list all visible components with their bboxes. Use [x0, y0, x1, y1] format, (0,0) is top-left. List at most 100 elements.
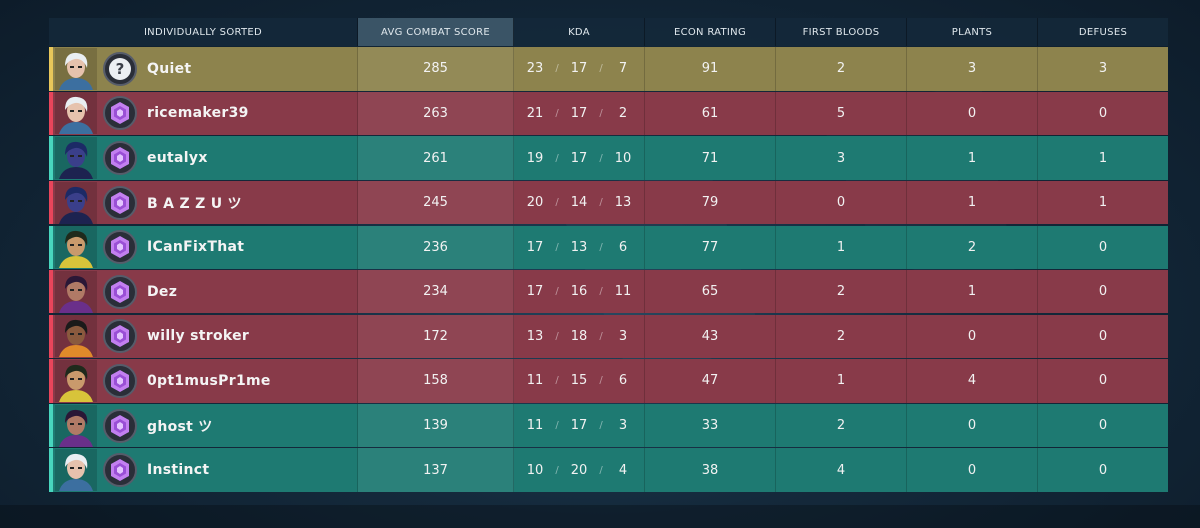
kills-value: 23	[526, 61, 544, 77]
kills-value: 11	[526, 373, 544, 389]
plants-value: 4	[907, 359, 1038, 403]
assists-value: 6	[618, 239, 628, 255]
acs-value: 158	[358, 359, 514, 403]
player-name[interactable]: eutalyx	[147, 150, 208, 167]
player-cell: willy stroker	[53, 314, 358, 359]
deaths-value: 14	[570, 195, 588, 211]
assists-value: 11	[614, 284, 632, 300]
kda-separator: /	[599, 63, 603, 75]
player-row[interactable]: B A Z Z U ツ 245 20/14/13 79 0 1 1	[49, 180, 1168, 225]
kills-value: 19	[526, 150, 544, 166]
first-bloods-value: 2	[776, 403, 907, 448]
plants-value: 0	[907, 91, 1038, 136]
player-cell: ghost ツ	[53, 403, 358, 448]
player-row[interactable]: ricemaker39 263 21/17/2 61 5 0 0	[49, 91, 1168, 136]
sort-player-header[interactable]: INDIVIDUALLY SORTED	[49, 18, 358, 46]
deaths-value: 17	[570, 418, 588, 433]
agent-portrait-icon	[55, 92, 97, 135]
assists-value: 13	[614, 195, 632, 211]
econ-value: 47	[645, 359, 776, 403]
player-row[interactable]: Dez 234 17 / 16 / 11 65 2 1 0	[49, 270, 1168, 314]
defuses-value: 3	[1098, 61, 1108, 77]
assists-value: 4	[618, 462, 628, 478]
kda-separator: /	[555, 420, 559, 431]
kda-cell: 17 / 13 / 6	[514, 225, 645, 269]
sort-first-bloods-header[interactable]: FIRST BLOODS	[776, 18, 907, 46]
agent-portrait-icon	[55, 404, 97, 447]
player-row[interactable]: 0pt1musPr1me 158 11 / 15 / 6 47 1 4 0	[49, 359, 1168, 403]
agent-portrait-icon	[55, 270, 97, 313]
player-name[interactable]: ghost ツ	[147, 418, 213, 435]
sort-econ-header[interactable]: ECON RATING	[645, 18, 776, 46]
acs-value: 285	[358, 47, 514, 91]
player-name[interactable]: Instinct	[147, 462, 210, 479]
econ-value: 77	[645, 225, 776, 269]
rank-icon	[103, 185, 137, 220]
sort-kda-header[interactable]: KDA	[514, 18, 645, 46]
agent-portrait-icon	[55, 137, 97, 180]
acs-value: 263	[358, 91, 514, 136]
kda-separator: /	[555, 107, 559, 119]
kda-cell: 21 / 17 / 2	[514, 91, 645, 136]
scoreboard-header: INDIVIDUALLY SORTED AVG COMBAT SCORE KDA…	[49, 18, 1168, 46]
sort-defuses-header[interactable]: DEFUSES	[1078, 26, 1128, 38]
deaths-value: 16	[570, 284, 588, 300]
deaths-value: 18	[570, 328, 588, 344]
defuses-value: 0	[1098, 462, 1108, 478]
player-cell: Dez	[53, 270, 358, 314]
player-row[interactable]: ? Quiet 285 23/17/7 91 2 3 3	[49, 47, 1168, 91]
player-row[interactable]: eutalyx 261 19/17/10 71 3 1 1	[49, 136, 1168, 180]
econ-value: 61	[645, 91, 776, 136]
player-name[interactable]: willy stroker	[147, 328, 250, 345]
scoreboard-rows: ? Quiet 285 23/17/7 91 2 3 3 ricemaker39 263 21/17…	[49, 47, 1168, 492]
player-name[interactable]: Quiet	[147, 60, 192, 77]
rank-icon	[103, 96, 137, 131]
kda-separator: /	[599, 241, 603, 253]
kda-cell: 19 / 17 / 10	[514, 136, 645, 180]
rank-icon	[103, 141, 137, 176]
kda-separator: /	[599, 375, 603, 387]
kills-value: 10	[526, 462, 544, 478]
sort-plants-header[interactable]: PLANTS	[907, 18, 1038, 46]
first-bloods-value: 0	[776, 180, 907, 225]
player-row[interactable]: Instinct 137 10/20/4 38 4 0 0	[49, 448, 1168, 492]
kills-value: 13	[526, 328, 544, 344]
kda-separator: /	[599, 152, 603, 164]
player-name[interactable]: Dez	[147, 283, 178, 300]
assists-value: 6	[618, 373, 628, 389]
defuses-value: 0	[1098, 418, 1108, 433]
svg-text:?: ?	[116, 60, 125, 78]
player-name[interactable]: 0pt1musPr1me	[147, 372, 271, 389]
agent-portrait-icon	[55, 315, 97, 358]
agent-portrait-icon	[55, 449, 97, 492]
player-name[interactable]: B A Z Z U ツ	[147, 195, 242, 212]
agent-portrait-icon	[55, 47, 97, 90]
rank-icon	[103, 230, 137, 265]
first-bloods-value: 2	[776, 270, 907, 314]
player-cell: Instinct	[53, 448, 358, 492]
deaths-value: 17	[570, 61, 588, 77]
player-row[interactable]: ICanFixThat 236 17 / 13 / 6 77 1 2 0	[49, 225, 1168, 269]
kills-value: 17	[526, 284, 544, 300]
plants-value: 0	[907, 314, 1038, 359]
kills-value: 20	[526, 195, 544, 211]
assists-value: 3	[618, 418, 628, 433]
plants-value: 3	[907, 47, 1038, 91]
player-name[interactable]: ricemaker39	[147, 105, 249, 122]
first-bloods-value: 3	[776, 136, 907, 180]
player-row[interactable]: willy stroker 172 13/18/3 43 2 0 0	[49, 314, 1168, 359]
first-bloods-value: 1	[776, 359, 907, 403]
econ-value: 33	[645, 403, 776, 448]
sort-acs-header[interactable]: AVG COMBAT SCORE	[358, 18, 514, 46]
kda-separator: /	[555, 152, 559, 164]
player-row[interactable]: ghost ツ 139 11/17/3 33 2 0 0	[49, 403, 1168, 448]
kda-cell: 13 / 18 / 3	[514, 314, 645, 359]
kda-separator: /	[599, 420, 603, 431]
first-bloods-value: 1	[776, 225, 907, 269]
player-cell: 0pt1musPr1me	[53, 359, 358, 403]
agent-portrait-icon	[55, 181, 97, 224]
player-name[interactable]: ICanFixThat	[147, 239, 245, 256]
scoreboard: INDIVIDUALLY SORTED AVG COMBAT SCORE KDA…	[49, 18, 1168, 492]
player-cell: ? Quiet	[53, 47, 358, 91]
defuses-value: 0	[1098, 105, 1108, 121]
